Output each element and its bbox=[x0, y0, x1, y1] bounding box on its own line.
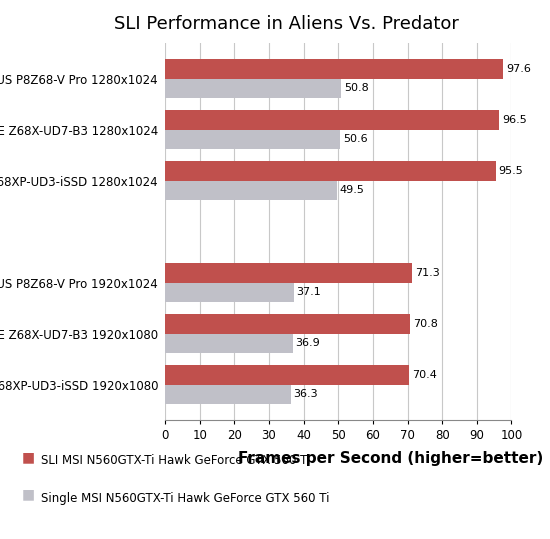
Bar bbox=[165, 314, 410, 334]
Text: 95.5: 95.5 bbox=[499, 166, 524, 176]
Text: 37.1: 37.1 bbox=[296, 287, 321, 298]
Text: Single MSI N560GTX-Ti Hawk GeForce GTX 560 Ti: Single MSI N560GTX-Ti Hawk GeForce GTX 5… bbox=[41, 492, 330, 505]
Title: SLI Performance in Aliens Vs. Predator: SLI Performance in Aliens Vs. Predator bbox=[114, 15, 459, 33]
Bar bbox=[165, 181, 337, 200]
Text: 50.8: 50.8 bbox=[344, 84, 368, 93]
Bar bbox=[165, 283, 294, 302]
Text: 49.5: 49.5 bbox=[339, 185, 364, 196]
Text: SLI MSI N560GTX-Ti Hawk GeForce GTX 560 Ti: SLI MSI N560GTX-Ti Hawk GeForce GTX 560 … bbox=[41, 454, 311, 467]
Bar bbox=[165, 161, 496, 181]
Text: 70.4: 70.4 bbox=[412, 370, 437, 380]
Text: 70.8: 70.8 bbox=[413, 319, 438, 329]
Bar bbox=[165, 385, 291, 404]
Text: 96.5: 96.5 bbox=[502, 115, 527, 125]
Bar bbox=[165, 59, 503, 79]
Text: 97.6: 97.6 bbox=[506, 64, 531, 74]
Bar bbox=[165, 334, 293, 353]
Text: ■: ■ bbox=[22, 488, 35, 502]
Bar bbox=[165, 264, 412, 283]
Text: 50.6: 50.6 bbox=[343, 135, 368, 144]
Text: 36.3: 36.3 bbox=[294, 389, 318, 399]
Bar bbox=[165, 365, 409, 385]
Text: 71.3: 71.3 bbox=[415, 268, 439, 278]
Text: ■: ■ bbox=[22, 450, 35, 464]
Text: 36.9: 36.9 bbox=[296, 338, 321, 348]
Bar bbox=[165, 79, 341, 98]
Bar bbox=[165, 130, 340, 149]
Bar bbox=[165, 110, 499, 130]
X-axis label: Frames per Second (higher=better): Frames per Second (higher=better) bbox=[238, 451, 543, 466]
